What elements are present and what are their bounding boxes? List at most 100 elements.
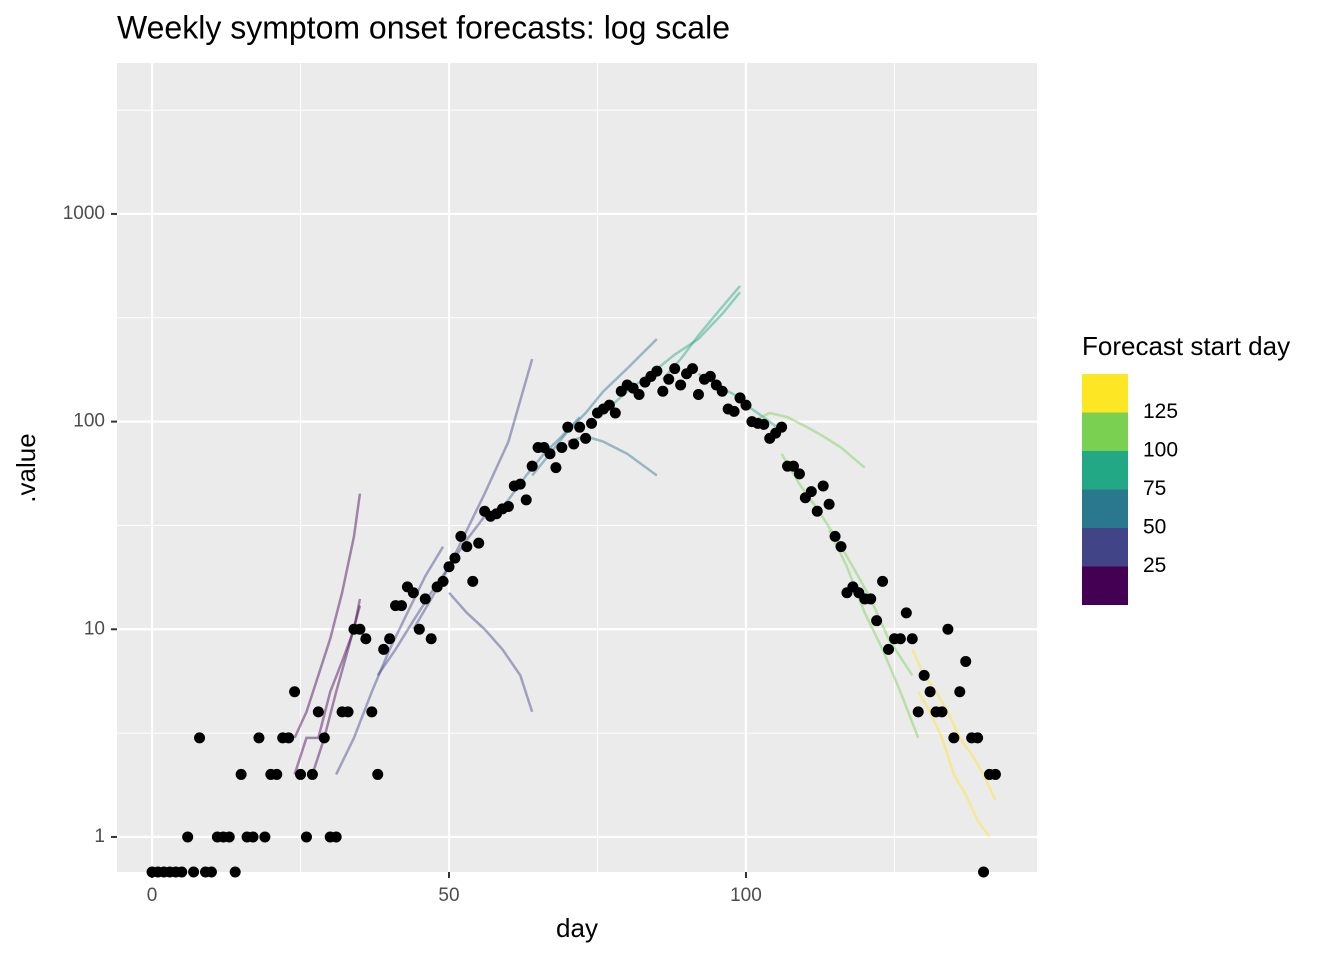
legend-key [1082, 412, 1128, 451]
point [871, 615, 883, 627]
point [259, 831, 271, 843]
legend-label: 125 [1143, 400, 1178, 423]
point [205, 866, 217, 878]
point [247, 831, 259, 843]
point [283, 732, 295, 744]
point [366, 706, 378, 718]
point [306, 768, 318, 780]
forecast-line [602, 291, 742, 414]
forecast-line [311, 605, 362, 775]
x-tick-label: 50 [438, 885, 459, 906]
forecast-line [567, 434, 658, 477]
point [972, 732, 984, 744]
point [669, 363, 681, 375]
point [413, 623, 425, 635]
point [502, 501, 514, 513]
point [550, 462, 562, 474]
panel [117, 63, 1037, 872]
x-tick-label: 0 [147, 885, 158, 906]
point [300, 831, 312, 843]
point [437, 575, 449, 587]
point [526, 460, 538, 472]
forecast-line [780, 453, 914, 677]
point [194, 732, 206, 744]
point [574, 421, 586, 433]
point [978, 866, 990, 878]
point [455, 530, 467, 542]
point [758, 418, 770, 430]
point [657, 385, 669, 397]
point [651, 365, 663, 377]
forecast-line [376, 515, 486, 677]
point [544, 448, 556, 460]
point [520, 494, 532, 506]
point [906, 633, 918, 645]
point [407, 587, 419, 599]
point [342, 706, 354, 718]
point [354, 623, 366, 635]
point [176, 866, 188, 878]
point [253, 732, 265, 744]
point [372, 768, 384, 780]
forecast-line [293, 493, 362, 739]
point [728, 405, 740, 417]
point [330, 831, 342, 843]
point [865, 593, 877, 605]
point [877, 575, 889, 587]
point [954, 686, 966, 698]
x-tick-label: 100 [730, 885, 762, 906]
point [449, 552, 461, 564]
forecast-line [448, 591, 534, 713]
legend-label: 25 [1143, 554, 1166, 577]
legend-label: 50 [1143, 516, 1166, 539]
point [425, 633, 437, 645]
point [704, 370, 716, 382]
point [817, 480, 829, 492]
point [776, 421, 788, 433]
point [295, 768, 307, 780]
legend-label: 75 [1143, 477, 1166, 500]
point [894, 633, 906, 645]
point [514, 478, 526, 490]
point [467, 575, 479, 587]
point [936, 706, 948, 718]
point [663, 373, 675, 385]
point [989, 768, 1001, 780]
forecast-line [828, 529, 920, 739]
legend-key [1082, 528, 1128, 567]
legend-key [1082, 374, 1128, 413]
point [835, 541, 847, 553]
point [918, 669, 930, 681]
point [443, 561, 455, 573]
legend-title: Forecast start day [1082, 331, 1290, 361]
point [948, 732, 960, 744]
point [562, 421, 574, 433]
point [188, 866, 200, 878]
point [900, 607, 912, 619]
forecast-line [335, 545, 445, 775]
point [960, 655, 972, 667]
forecast-line [917, 691, 991, 838]
point [793, 468, 805, 480]
chart-title: Weekly symptom onset forecasts: log scal… [117, 9, 730, 45]
point [912, 706, 924, 718]
point [811, 505, 823, 517]
point [609, 407, 621, 419]
point [395, 600, 407, 612]
point [586, 417, 598, 429]
point [568, 438, 580, 450]
point [271, 768, 283, 780]
point [384, 633, 396, 645]
point [603, 399, 615, 411]
point [580, 432, 592, 444]
point [473, 537, 485, 549]
legend-key [1082, 451, 1128, 490]
point [318, 732, 330, 744]
point [716, 385, 728, 397]
point [883, 643, 895, 655]
point [556, 442, 568, 454]
point [687, 363, 699, 375]
forecast-line [412, 358, 534, 630]
y-tick-label: 1 [94, 826, 105, 847]
